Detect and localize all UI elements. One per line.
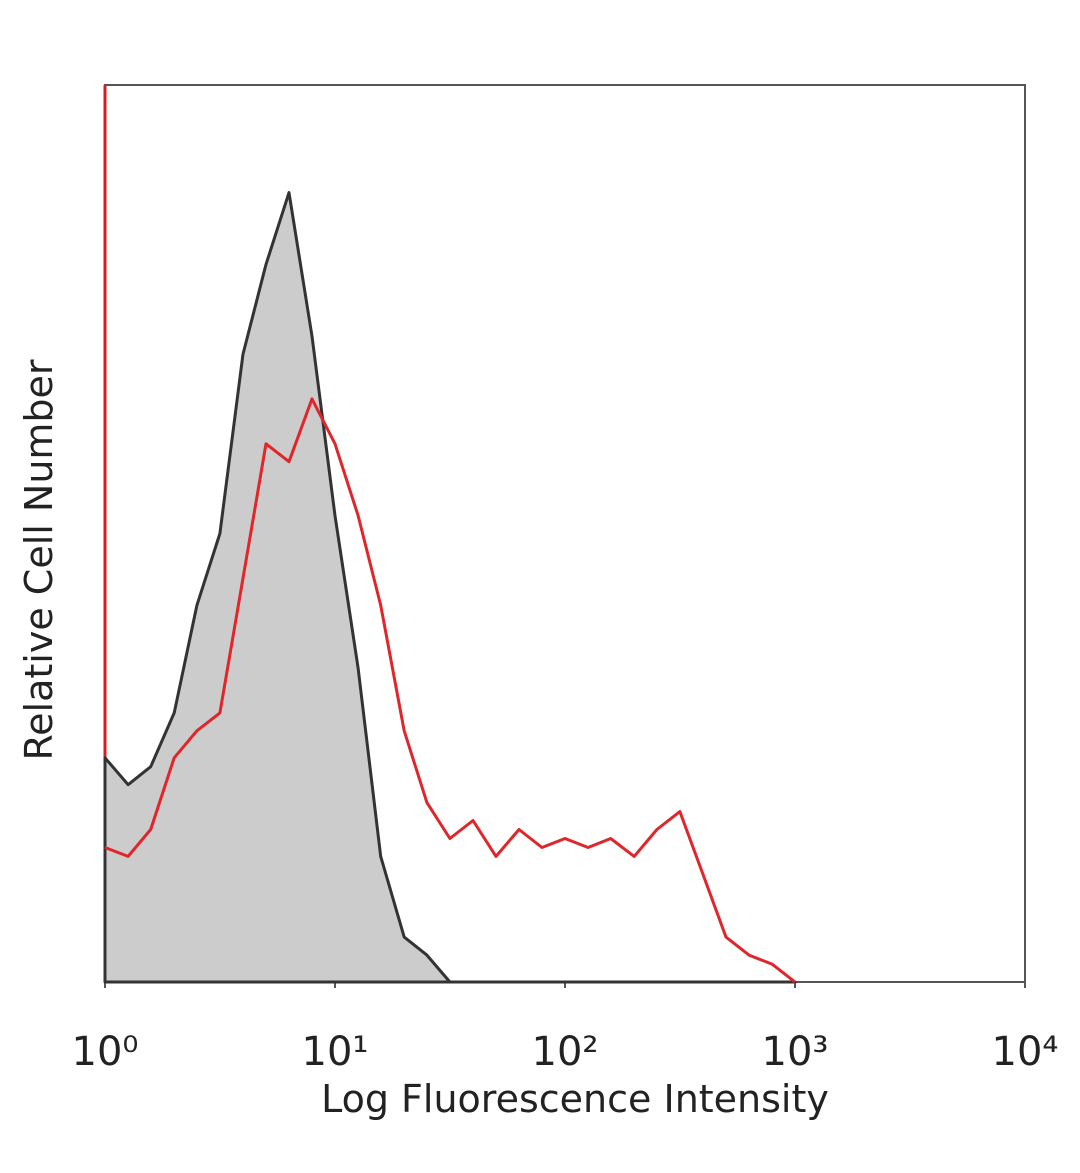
histogram-line (103, 191, 797, 984)
x-tick-label: 10⁴ (992, 1029, 1059, 1075)
x-tick-label: 10⁰ (72, 1029, 139, 1075)
x-tick-label: 10³ (762, 1029, 829, 1075)
x-axis-label: Log Fluorescence Intensity (321, 1077, 829, 1121)
x-tick-label: 10¹ (302, 1029, 369, 1075)
y-axis-label: Relative Cell Number (17, 359, 61, 760)
x-tick-label: 10² (532, 1029, 599, 1075)
histogram-line (104, 397, 796, 984)
